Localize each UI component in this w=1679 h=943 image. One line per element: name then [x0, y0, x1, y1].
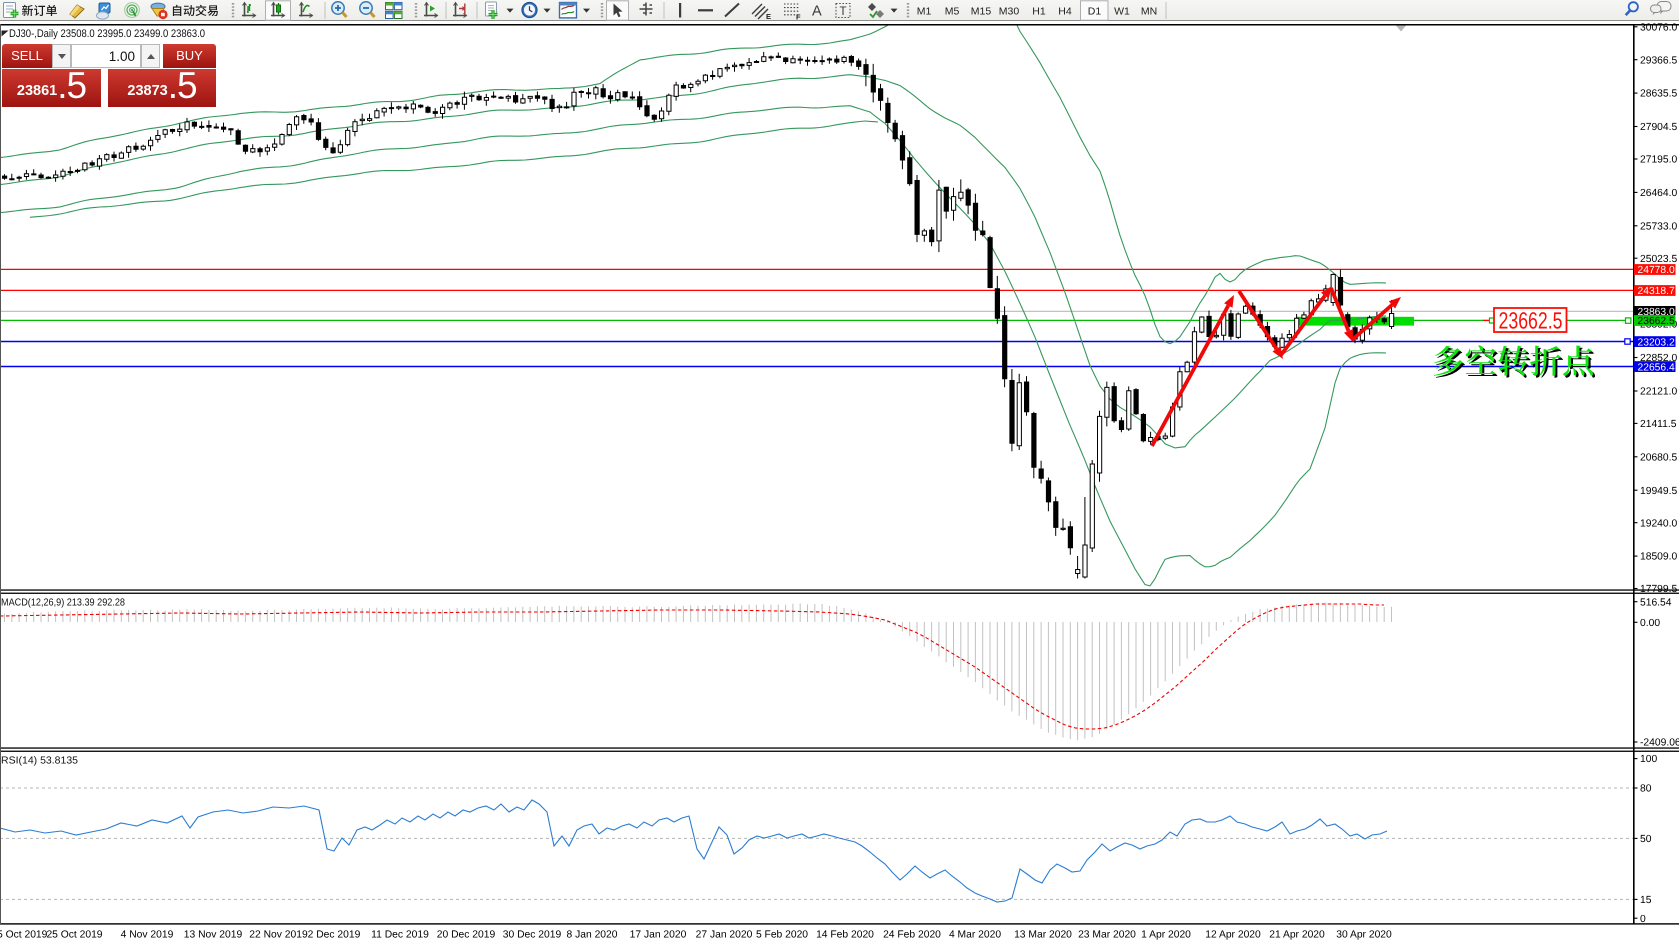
- svg-text:18509.0: 18509.0: [1640, 552, 1677, 563]
- svg-text:15: 15: [1640, 895, 1652, 906]
- svg-text:19949.5: 19949.5: [1640, 486, 1677, 497]
- svg-text:5 Feb 2020: 5 Feb 2020: [756, 930, 808, 941]
- svg-text:A: A: [812, 4, 822, 20]
- svg-text:21 Apr 2020: 21 Apr 2020: [1269, 930, 1325, 941]
- svg-text:516.54: 516.54: [1640, 597, 1672, 608]
- svg-text:5 Oct 2019: 5 Oct 2019: [0, 930, 48, 941]
- svg-text:28635.5: 28635.5: [1640, 89, 1677, 100]
- svg-text:M1: M1: [917, 5, 932, 17]
- svg-text:H4: H4: [1058, 5, 1072, 17]
- svg-text:21411.5: 21411.5: [1640, 419, 1677, 430]
- svg-text:80: 80: [1640, 784, 1652, 795]
- svg-text:17799.5: 17799.5: [1640, 584, 1677, 595]
- svg-text:23203.2: 23203.2: [1638, 337, 1675, 348]
- svg-text:1 Apr 2020: 1 Apr 2020: [1141, 930, 1191, 941]
- svg-text:50: 50: [1640, 834, 1652, 845]
- svg-text:24318.7: 24318.7: [1638, 286, 1675, 297]
- svg-text:27904.5: 27904.5: [1640, 122, 1677, 133]
- svg-text:30 Dec 2019: 30 Dec 2019: [503, 930, 562, 941]
- svg-text:-2409.06: -2409.06: [1640, 738, 1679, 749]
- svg-text:100: 100: [1640, 754, 1657, 765]
- svg-text:26464.0: 26464.0: [1640, 188, 1677, 199]
- svg-text:23662.5: 23662.5: [1499, 308, 1563, 334]
- svg-text:MACD(12,26,9) 213.39 292.28: MACD(12,26,9) 213.39 292.28: [1, 598, 125, 609]
- svg-text:19240.0: 19240.0: [1640, 518, 1677, 529]
- svg-text:22656.4: 22656.4: [1638, 362, 1675, 373]
- svg-text:25023.5: 25023.5: [1640, 254, 1677, 265]
- svg-text:MN: MN: [1141, 5, 1157, 17]
- svg-text:D1: D1: [1088, 5, 1102, 17]
- svg-text:2 Dec 2019: 2 Dec 2019: [308, 930, 361, 941]
- svg-text:0.00: 0.00: [1640, 618, 1660, 629]
- svg-text:22 Nov 2019: 22 Nov 2019: [249, 930, 308, 941]
- svg-text:11 Dec 2019: 11 Dec 2019: [371, 930, 429, 941]
- svg-text:E: E: [766, 12, 771, 21]
- svg-text:W1: W1: [1114, 5, 1130, 17]
- svg-text:23 Mar 2020: 23 Mar 2020: [1078, 930, 1136, 941]
- svg-text:8 Jan 2020: 8 Jan 2020: [567, 930, 618, 941]
- svg-text:12 Apr 2020: 12 Apr 2020: [1205, 930, 1261, 941]
- svg-text:4 Nov 2019: 4 Nov 2019: [121, 930, 174, 941]
- svg-text:25733.0: 25733.0: [1640, 221, 1677, 232]
- svg-text:H1: H1: [1032, 5, 1046, 17]
- svg-text:24 Feb 2020: 24 Feb 2020: [883, 930, 941, 941]
- svg-text:M5: M5: [945, 5, 960, 17]
- svg-text:30076.0: 30076.0: [1640, 22, 1677, 33]
- svg-text:20680.5: 20680.5: [1640, 452, 1677, 463]
- svg-text:14 Feb 2020: 14 Feb 2020: [816, 930, 874, 941]
- svg-text:23863.0: 23863.0: [1638, 307, 1675, 318]
- svg-text:DJ30-,Daily 23508.0 23995.0 2: DJ30-,Daily 23508.0 23995.0 23499.0 2386…: [9, 28, 205, 40]
- svg-text:F: F: [796, 13, 801, 22]
- svg-text:13 Nov 2019: 13 Nov 2019: [184, 930, 243, 941]
- svg-text:20 Dec 2019: 20 Dec 2019: [437, 930, 496, 941]
- svg-text:M30: M30: [999, 5, 1020, 17]
- svg-text:0: 0: [1640, 914, 1646, 925]
- svg-text:4 Mar 2020: 4 Mar 2020: [949, 930, 1001, 941]
- svg-text:23662.5: 23662.5: [1638, 316, 1675, 327]
- svg-text:27 Jan 2020: 27 Jan 2020: [696, 930, 753, 941]
- svg-text:RSI(14) 53.8135: RSI(14) 53.8135: [1, 756, 78, 767]
- svg-text:13 Mar 2020: 13 Mar 2020: [1014, 930, 1072, 941]
- svg-text:22852.0: 22852.0: [1640, 353, 1677, 364]
- svg-text:17 Jan 2020: 17 Jan 2020: [630, 930, 687, 941]
- svg-text:T: T: [840, 6, 847, 18]
- svg-text:25 Oct 2019: 25 Oct 2019: [46, 930, 102, 941]
- svg-text:24778.0: 24778.0: [1638, 265, 1675, 276]
- svg-text:29366.5: 29366.5: [1640, 55, 1677, 66]
- svg-text:M15: M15: [971, 5, 992, 17]
- svg-text:22121.0: 22121.0: [1640, 387, 1677, 398]
- svg-text:27195.0: 27195.0: [1640, 155, 1677, 166]
- svg-text:30 Apr 2020: 30 Apr 2020: [1336, 930, 1392, 941]
